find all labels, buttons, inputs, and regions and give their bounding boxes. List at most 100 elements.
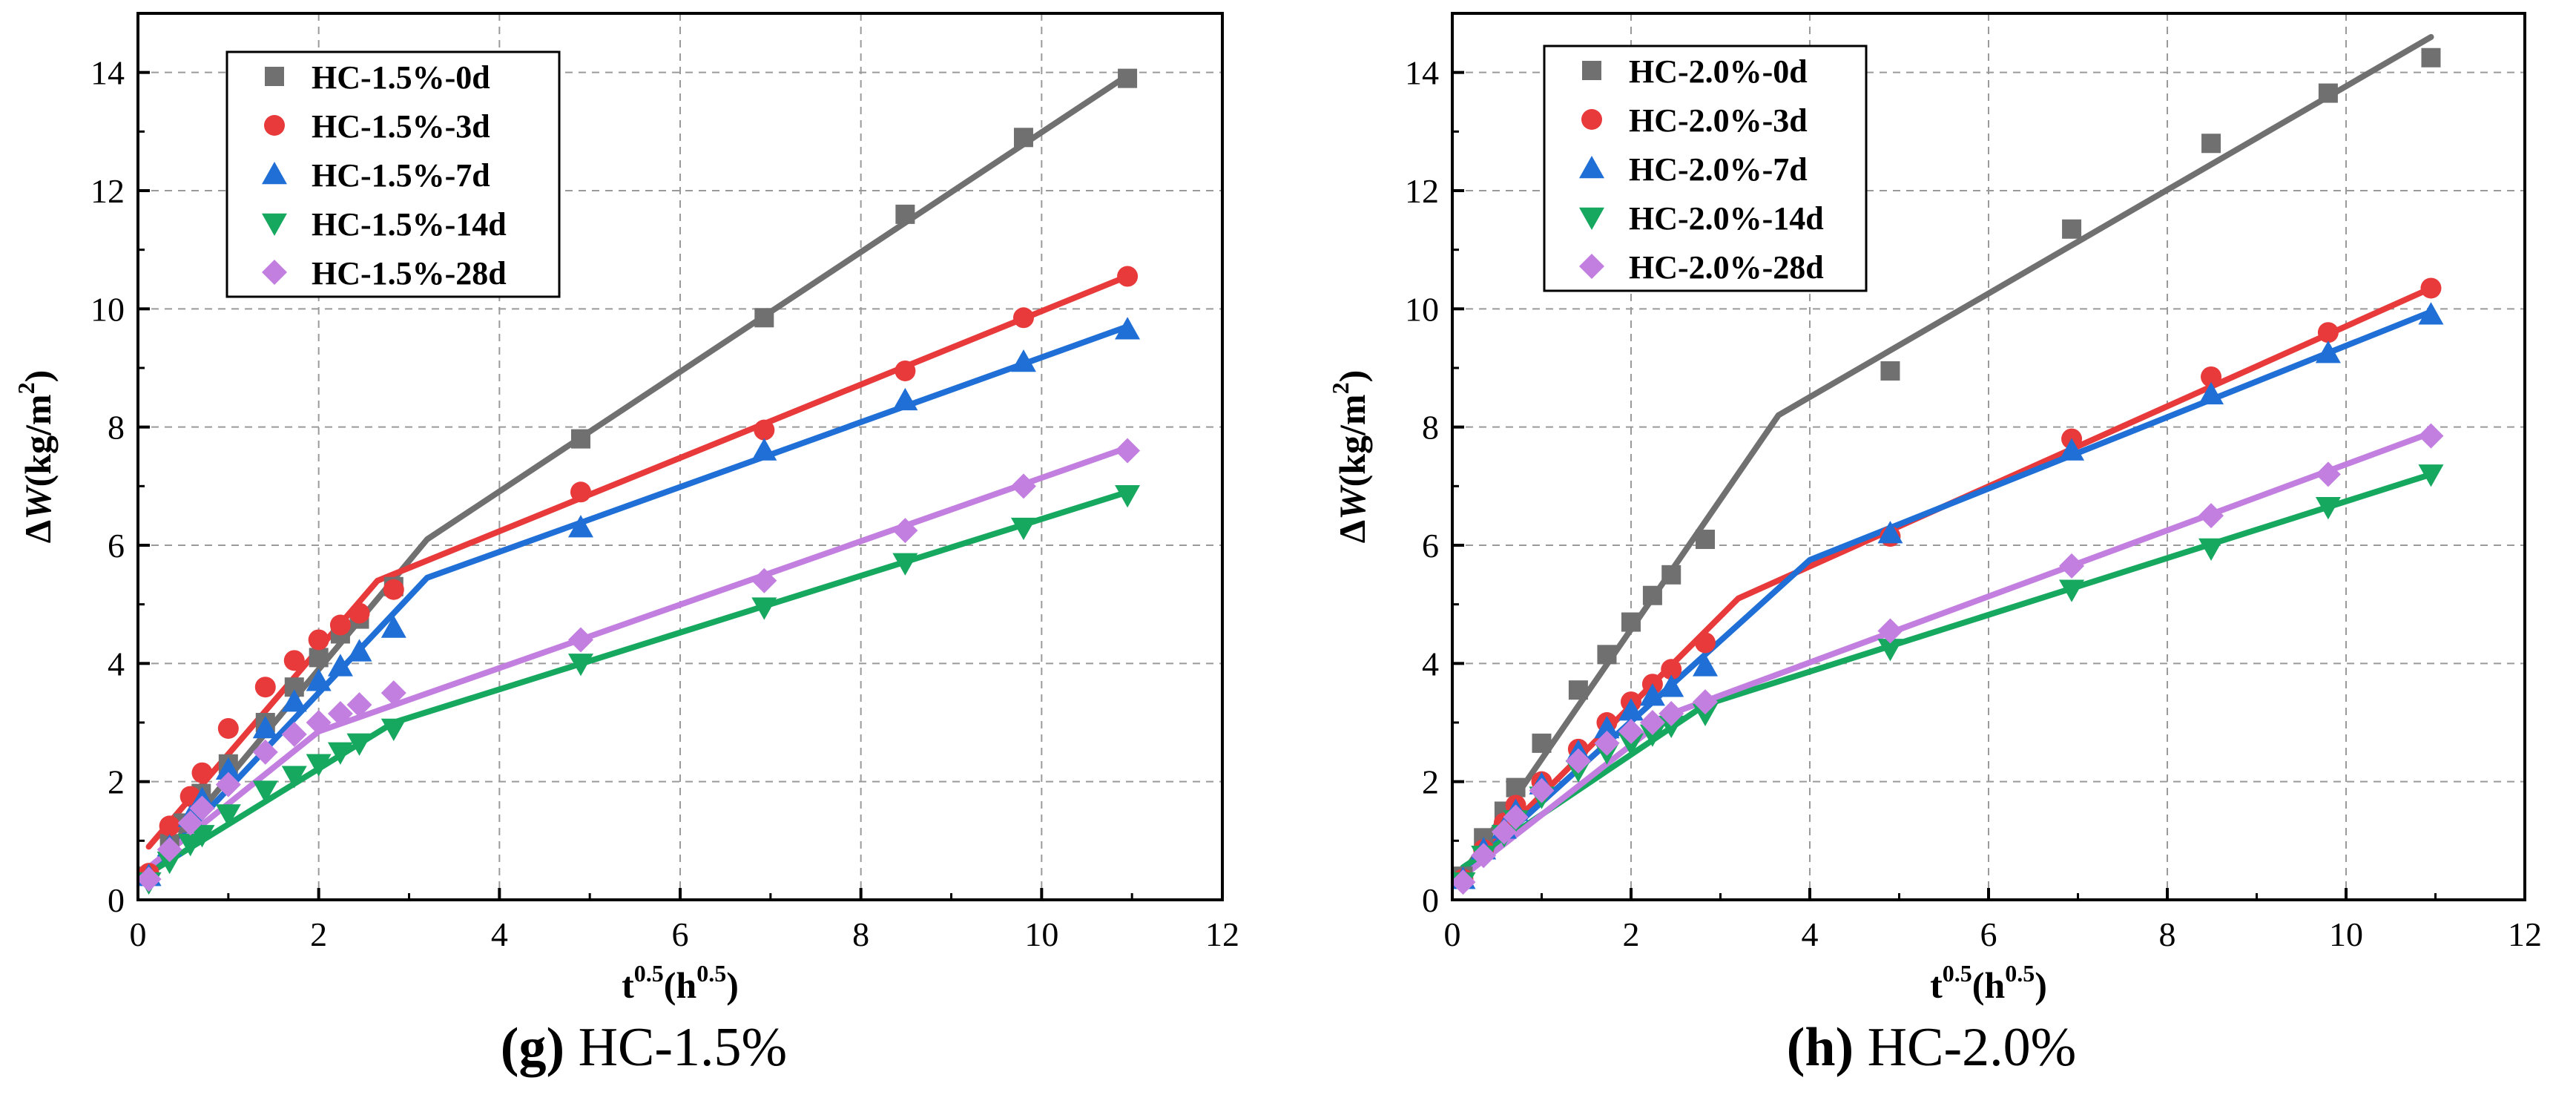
chart-h-ytick-label: 6	[1422, 527, 1439, 565]
chart-g-point-2-7	[306, 668, 332, 691]
chart-g-legend-label-3: HC-1.5%-14d	[312, 206, 507, 243]
chart-h-point-0-4	[1532, 733, 1552, 753]
chart-h-point-4-7	[1618, 718, 1644, 744]
chart-h-point-4-0	[1450, 869, 1476, 895]
chart-h-legend-label-3: HC-2.0%-14d	[1629, 200, 1824, 237]
chart-g-svg: 0 2 4 6 8 10 1202468101214t0.5(h0.5)ΔW(kg/m2)H…	[13, 12, 1239, 1006]
chart-h-point-3-14	[2315, 496, 2341, 520]
chart-g-point-3-6	[281, 766, 307, 789]
chart-h-xtick-label: 12	[2508, 915, 2542, 953]
chart-h-fit-line-2	[1460, 309, 2434, 877]
chart-h-point-0-14	[2318, 83, 2338, 103]
chart-h-point-1-9	[1661, 659, 1682, 680]
chart-g-point-2-12	[751, 438, 777, 461]
chart-g-point-3-5	[252, 780, 278, 803]
chart-g-xlabel-sup2: 0.5	[696, 960, 726, 987]
chart-g-point-4-3	[189, 795, 215, 821]
chart-h-point-4-12	[2059, 553, 2085, 579]
chart-g-ylabel-delta: Δ	[17, 520, 59, 543]
chart-g-series-4	[136, 438, 1141, 892]
chart-h-point-0-12	[2062, 219, 2082, 239]
chart-g-legend-marker-4	[262, 260, 287, 285]
chart-h-point-0-7	[1621, 612, 1641, 632]
chart-g-xtick-label: 8	[852, 915, 869, 953]
chart-g-point-4-9	[346, 692, 372, 718]
chart-g-point-2-11	[567, 515, 593, 538]
chart-g-xtick-label: 6	[672, 915, 689, 953]
chart-g-point-4-5	[252, 739, 278, 765]
chart-h-point-1-14	[2317, 322, 2339, 343]
chart-h-legend: HC-2.0%-0d HC-2.0%-3d HC-2.0%-7d HC-2.0%-14…	[1543, 45, 1868, 292]
chart-h-point-0-8	[1642, 585, 1662, 605]
chart-h-xtick-label: 0	[1444, 915, 1461, 953]
chart-g-point-0-13	[895, 204, 915, 224]
chart-h-ytick-label: 4	[1422, 645, 1439, 682]
chart-h-ytick-label: 2	[1422, 763, 1439, 801]
chart-h-point-2-7	[1618, 698, 1644, 721]
chart-h-point-0-11	[1880, 361, 1900, 381]
chart-h-point-4-3	[1503, 804, 1529, 830]
chart-g-point-0-7	[309, 648, 329, 668]
chart-g-point-4-12	[751, 567, 777, 593]
chart-g-point-2-14	[1010, 349, 1036, 372]
chart-g-ytick-label: 0	[108, 881, 125, 919]
chart-g-point-1-12	[754, 419, 775, 441]
chart-h-point-4-1	[1471, 843, 1497, 869]
chart-h-xtick-label: 2	[1623, 915, 1640, 953]
chart-g-ytick-label: 8	[108, 409, 125, 447]
chart-h-point-2-13	[2198, 381, 2224, 405]
chart-g-xtick-label: 10	[1024, 915, 1058, 953]
chart-h-point-4-6	[1594, 730, 1620, 756]
chart-g-legend-label-2: HC-1.5%-7d	[312, 157, 490, 194]
caption-h-letter: (h)	[1786, 1017, 1854, 1078]
chart-g-point-1-6	[283, 650, 305, 671]
chart-g-ytick-label: 6	[108, 527, 125, 565]
chart-h-legend-label-2: HC-2.0%-7d	[1629, 151, 1808, 188]
chart-g-point-3-9	[346, 733, 372, 756]
chart-h-point-0-13	[2201, 134, 2221, 154]
chart-h-point-4-15	[2418, 423, 2444, 449]
chart-g-ylabel: ΔW(kg/m2)	[13, 370, 59, 543]
chart-h-point-3-15	[2418, 464, 2444, 487]
chart-h-legend-marker-1	[1581, 109, 1602, 130]
chart-g-point-2-8	[327, 654, 353, 677]
chart-g-point-2-10	[381, 615, 406, 638]
chart-h-point-3-9	[1658, 715, 1684, 738]
chart-h-ylabel-end: )	[1331, 370, 1373, 383]
chart-g-point-1-5	[254, 677, 276, 698]
chart-h-legend-marker-2	[1579, 156, 1604, 179]
chart-g-point-2-5	[252, 715, 278, 739]
chart-g-series-1	[138, 266, 1139, 884]
chart-g-ytick-label: 12	[90, 172, 125, 210]
chart-h-ytick-label: 10	[1405, 290, 1439, 328]
chart-g-legend-marker-3	[262, 213, 287, 236]
chart-g-point-3-11	[567, 654, 593, 677]
chart-h-point-4-11	[1877, 618, 1903, 644]
chart-g-ylabel-mid: (kg/m	[17, 394, 59, 487]
chart-g-point-3-13	[892, 553, 918, 576]
chart-g-point-1-7	[308, 629, 329, 651]
chart-h-point-2-14	[2315, 340, 2341, 363]
chart-h-point-4-13	[2198, 503, 2224, 529]
chart-g-point-2-4	[215, 757, 241, 780]
chart-g-point-2-6	[281, 689, 307, 712]
chart-h-point-1-13	[2201, 366, 2222, 387]
chart-g-legend: HC-1.5%-0d HC-1.5%-3d HC-1.5%-7d HC-1.5%-14…	[225, 50, 561, 298]
chart-g-point-1-10	[383, 579, 404, 600]
chart-h-ytick-label: 0	[1422, 881, 1439, 919]
chart-g-point-3-3	[189, 825, 215, 848]
chart-g-point-1-1	[159, 815, 180, 837]
chart-g-point-0-11	[570, 429, 590, 449]
chart-g-legend-marker-0	[265, 67, 284, 86]
chart-g-point-3-15	[1115, 485, 1141, 508]
chart-h-point-2-9	[1658, 674, 1684, 697]
chart-h-ytick-label: 14	[1405, 54, 1439, 92]
chart-h-xlabel-base: t	[1930, 964, 1943, 1006]
chart-h-ylabel-w: W	[1331, 484, 1373, 520]
chart-g-point-1-4	[217, 717, 239, 739]
chart-h-point-2-8	[1639, 683, 1665, 706]
chart-h-legend-label-4: HC-2.0%-28d	[1629, 249, 1824, 286]
chart-h-xtick-label: 8	[2159, 915, 2176, 953]
chart-g-point-1-3	[191, 762, 213, 783]
caption-g-letter: (g)	[500, 1017, 565, 1078]
